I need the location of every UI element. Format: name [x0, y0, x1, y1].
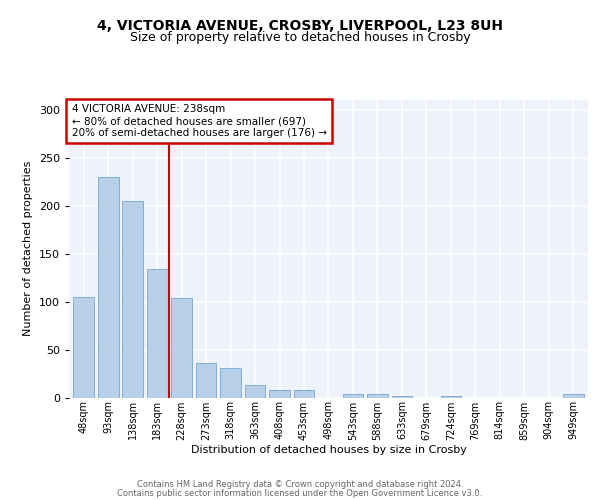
Bar	[367, 394, 388, 398]
Bar	[122, 201, 143, 398]
Bar	[196, 363, 217, 398]
Bar	[220, 368, 241, 398]
Bar	[73, 296, 94, 398]
X-axis label: Distribution of detached houses by size in Crosby: Distribution of detached houses by size …	[191, 445, 466, 455]
Bar	[440, 396, 461, 398]
Text: Contains public sector information licensed under the Open Government Licence v3: Contains public sector information licen…	[118, 488, 482, 498]
Y-axis label: Number of detached properties: Number of detached properties	[23, 161, 33, 336]
Bar	[245, 385, 265, 398]
Text: 4 VICTORIA AVENUE: 238sqm
← 80% of detached houses are smaller (697)
20% of semi: 4 VICTORIA AVENUE: 238sqm ← 80% of detac…	[71, 104, 326, 138]
Bar	[171, 298, 192, 398]
Text: Contains HM Land Registry data © Crown copyright and database right 2024.: Contains HM Land Registry data © Crown c…	[137, 480, 463, 489]
Bar	[293, 390, 314, 398]
Bar	[343, 394, 364, 398]
Bar	[563, 394, 584, 398]
Bar	[392, 396, 412, 398]
Bar	[98, 177, 119, 398]
Text: 4, VICTORIA AVENUE, CROSBY, LIVERPOOL, L23 8UH: 4, VICTORIA AVENUE, CROSBY, LIVERPOOL, L…	[97, 19, 503, 33]
Bar	[269, 390, 290, 398]
Text: Size of property relative to detached houses in Crosby: Size of property relative to detached ho…	[130, 31, 470, 44]
Bar	[147, 269, 167, 398]
